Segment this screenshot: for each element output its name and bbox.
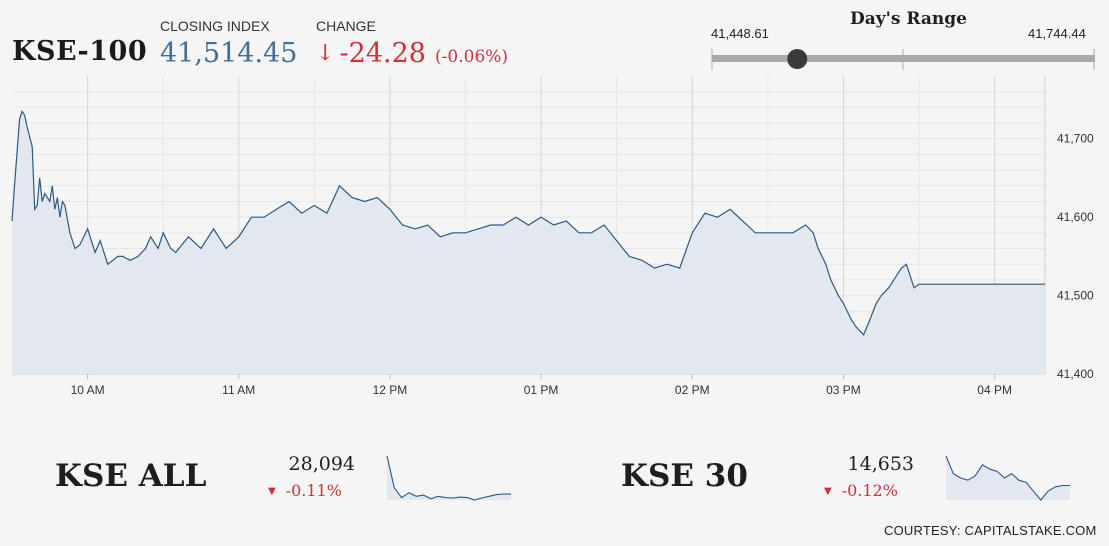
down-arrow-icon: ↓ [316,41,335,66]
x-tick-label: 02 PM [675,383,710,397]
kse-all-change: ▼ -0.11% [268,481,342,500]
kse-all-sparkline [386,455,511,501]
days-range-high: 41,744.44 [1028,26,1086,41]
days-range-low: 41,448.61 [711,26,769,41]
sparkline-line [945,455,1070,501]
change-label: CHANGE [316,18,376,34]
kse-all-change-pct: -0.11% [285,481,342,500]
down-triangle-icon: ▼ [268,486,276,497]
y-tick-label: 41,600 [1057,210,1094,224]
closing-index-value: 41,514.45 [160,38,298,69]
kse30-change-pct: -0.12% [841,481,898,500]
range-track [712,55,1095,62]
index-name: KSE-100 [12,36,148,67]
x-tick-label: 03 PM [826,383,861,397]
kse30-name: KSE 30 [621,458,748,494]
series-line [11,109,1045,336]
kse-all-name: KSE ALL [55,458,207,494]
days-range-slider[interactable] [0,0,1109,80]
kse30-sparkline [945,455,1070,501]
x-tick-label: 11 AM [222,383,255,397]
x-tick-label: 12 PM [373,383,408,397]
series-area [12,111,1045,375]
kse100-intraday-chart: 41,400 41,500 41,600 41,700 10 AM 11 AM 12 PM 0… [11,76,1094,397]
y-tick-label: 41,400 [1057,367,1094,381]
kse30-value: 14,653 [847,453,914,475]
down-triangle-icon: ▼ [824,486,832,497]
y-tick-label: 41,500 [1057,289,1094,303]
x-tick-label: 01 PM [524,383,559,397]
change-percent: (-0.06%) [435,47,509,67]
change-value: -24.28 [339,38,426,69]
x-tick-label: 04 PM [977,383,1012,397]
closing-index-label: CLOSING INDEX [160,18,270,34]
kse30-change: ▼ -0.12% [824,481,898,500]
range-knob[interactable] [787,49,808,69]
sparkline-area [387,456,511,500]
x-tick-label: 10 AM [71,383,105,397]
sparkline-area [946,456,1070,500]
sparkline-line [386,455,511,501]
change-group: ↓ -24.28 (-0.06%) [316,38,508,69]
courtesy-credit: COURTESY: CAPITALSTAKE.COM [884,523,1097,538]
kse-all-value: 28,094 [288,453,355,475]
y-tick-label: 41,700 [1057,132,1094,146]
days-range-title: Day's Range [850,9,967,29]
